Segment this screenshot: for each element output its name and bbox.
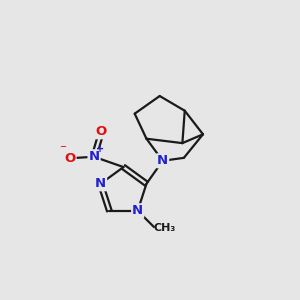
Text: N: N bbox=[157, 154, 168, 167]
Text: +: + bbox=[96, 144, 104, 154]
Text: CH₃: CH₃ bbox=[154, 224, 176, 233]
Text: O: O bbox=[96, 125, 107, 138]
Text: N: N bbox=[95, 177, 106, 190]
Text: ⁻: ⁻ bbox=[59, 143, 66, 157]
Text: N: N bbox=[88, 150, 100, 163]
Text: N: N bbox=[132, 204, 143, 217]
Text: O: O bbox=[64, 152, 76, 165]
